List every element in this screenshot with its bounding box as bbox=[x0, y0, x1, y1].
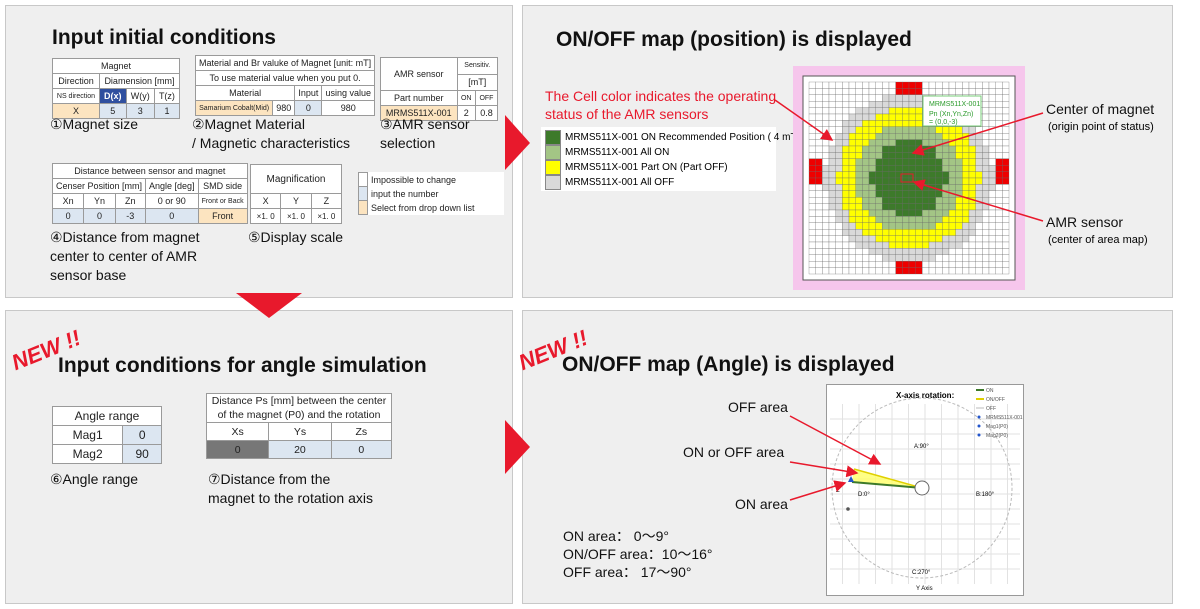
range: ON area： 0～9° bbox=[563, 528, 669, 544]
legend-dot bbox=[977, 424, 981, 428]
legend-label: ON bbox=[986, 388, 994, 394]
legend-label: MRMS511X-001 All ON bbox=[565, 147, 670, 158]
sensor-point bbox=[848, 476, 854, 482]
legend-label: OFF bbox=[986, 406, 996, 412]
on-line bbox=[851, 481, 923, 489]
axis-label: Y Axis bbox=[916, 586, 933, 592]
map-label: MRMS511X-001 bbox=[929, 101, 980, 108]
title: ON/OFF map (position) is displayed bbox=[556, 28, 912, 51]
legend-swatch bbox=[545, 130, 561, 145]
caption: / Magnetic characteristics bbox=[192, 135, 350, 151]
angle-label: B:180° bbox=[976, 492, 995, 498]
cell bbox=[1002, 267, 1010, 275]
legend-swatch bbox=[545, 175, 561, 190]
caption: magnet to the rotation axis bbox=[208, 490, 373, 506]
note: The Cell color indicates the operating bbox=[545, 88, 777, 104]
callout-sub: (origin point of status) bbox=[1048, 121, 1154, 133]
range: OFF area： 17～90° bbox=[563, 564, 692, 580]
angle-label: C:270° bbox=[912, 570, 931, 576]
callout-sub: (center of area map) bbox=[1048, 234, 1148, 246]
legend-item: MRMS511X-001 Part ON (Part OFF) bbox=[545, 160, 728, 175]
angle-chart: X-axis rotation: A:90° B:180° C:270° D:0… bbox=[826, 384, 1024, 596]
caption: ⑥Angle range bbox=[50, 471, 139, 487]
note: status of the AMR sensors bbox=[545, 106, 709, 122]
position-map: MRMS511X-001 Pn (Xn,Yn,Zn) = (0,0,-3) bbox=[793, 66, 1025, 290]
magnet-table: Magnet Direction Diamension [mm] NS direc… bbox=[52, 58, 181, 119]
caption: ③AMR sensor bbox=[380, 116, 470, 132]
amr-table: AMR sensor Sensitiv. [mT] Part number ON OF… bbox=[380, 57, 499, 121]
caption: selection bbox=[380, 135, 436, 151]
grid bbox=[830, 404, 1020, 584]
legend-label: MRMS511X-001 All OFF bbox=[565, 177, 675, 188]
legend-swatch bbox=[545, 160, 561, 175]
legend-item: MRMS511X-001 ON Recommended Position ( 4… bbox=[545, 130, 809, 145]
rotation-circle bbox=[831, 397, 1013, 579]
callout: Center of magnet bbox=[1046, 101, 1155, 117]
callout: AMR sensor bbox=[1046, 214, 1124, 230]
legend-swatch bbox=[545, 145, 561, 160]
legend-label: Mag1(P0) bbox=[986, 424, 1008, 430]
title: Input initial conditions bbox=[52, 26, 276, 49]
chevron bbox=[505, 115, 530, 170]
chart-legend: ON ON/OFF OFF MRMS511X-001 Mag1(P0) Mag2(P0) bbox=[976, 388, 1023, 439]
legend-dot bbox=[977, 415, 981, 419]
caption: center to center of AMR bbox=[50, 248, 198, 264]
cells bbox=[808, 81, 1010, 275]
legend-label: MRMS511X-001 ON Recommended Position ( 4… bbox=[565, 132, 809, 143]
point bbox=[846, 507, 850, 511]
title: ON/OFF map (Angle) is displayed bbox=[562, 353, 895, 376]
angle-range-table: Angle range Mag1 0 Mag2 90 bbox=[51, 406, 162, 464]
map-label: = (0,0,-3) bbox=[929, 119, 958, 126]
map-label: Pn (Xn,Yn,Zn) bbox=[929, 111, 973, 118]
legend-dot bbox=[977, 433, 981, 437]
title: Input conditions for angle simulation bbox=[58, 354, 427, 377]
caption: ⑦Distance from the bbox=[208, 471, 331, 487]
arrows bbox=[774, 99, 1044, 501]
distance-table: Distance between sensor and magnet Cense… bbox=[51, 163, 248, 224]
legend-table: Impossible to change input the number Se… bbox=[358, 172, 504, 215]
material-table: Material and Br valuke of Magnet [unit: … bbox=[194, 55, 376, 116]
callout: ON area bbox=[735, 496, 788, 512]
callout: ON or OFF area bbox=[683, 444, 785, 460]
caption: sensor base bbox=[50, 267, 127, 283]
legend-label: Mag2(P0) bbox=[986, 433, 1008, 439]
caption: ②Magnet Material bbox=[192, 116, 305, 132]
legend-label: MRMS511X-001 bbox=[986, 415, 1023, 421]
legend-label: ON/OFF bbox=[986, 397, 1005, 403]
caption: ⑤Display scale bbox=[248, 229, 344, 245]
distance-ps-table: Distance Ps [mm] between the center of t… bbox=[205, 393, 393, 459]
legend: MRMS511X-001 ON Recommended Position ( 4… bbox=[541, 127, 808, 191]
legend-item: MRMS511X-001 All OFF bbox=[545, 175, 675, 190]
legend-label: MRMS511X-001 Part ON (Part OFF) bbox=[565, 162, 728, 173]
callout: OFF area bbox=[728, 399, 788, 415]
chevron bbox=[505, 420, 530, 474]
chart-title: X-axis rotation: bbox=[896, 391, 954, 400]
angle-label: D:0° bbox=[858, 492, 870, 498]
chevron bbox=[236, 293, 302, 318]
legend-item: MRMS511X-001 All ON bbox=[545, 145, 670, 160]
caption: ①Magnet size bbox=[50, 116, 139, 132]
range: ON/OFF area：10～16° bbox=[563, 546, 713, 562]
magnet bbox=[914, 480, 930, 496]
caption: ④Distance from magnet bbox=[50, 229, 200, 245]
onoff-line bbox=[853, 468, 923, 489]
angle-label: A:90° bbox=[914, 444, 929, 450]
sensor-mark bbox=[900, 173, 914, 183]
label-box bbox=[922, 95, 982, 127]
panel-initial bbox=[5, 5, 513, 298]
